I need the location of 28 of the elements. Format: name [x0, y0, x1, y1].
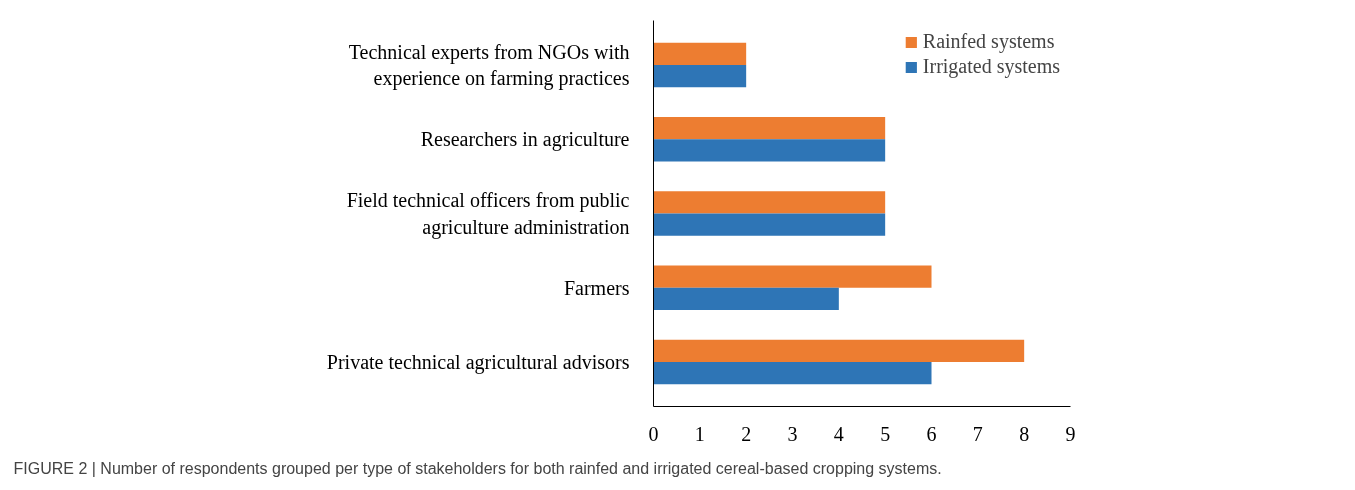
- bar: [653, 339, 1025, 362]
- legend-label: Rainfed systems: [922, 30, 1055, 53]
- x-tick-label: 9: [1065, 422, 1076, 445]
- x-tick-label: 0: [648, 422, 659, 445]
- bar: [653, 139, 886, 162]
- x-tick-label: 4: [833, 422, 844, 445]
- x-tick-label: 5: [880, 422, 891, 445]
- bar: [653, 361, 932, 385]
- x-tick-label: 6: [926, 422, 937, 445]
- bar: [653, 213, 886, 236]
- y-tick-label: Farmers: [563, 276, 630, 299]
- y-tick-label: Technical experts from NGOs with experience on farming practices: [348, 40, 630, 91]
- x-tick-label: 1: [694, 422, 705, 445]
- x-tick-label: 7: [972, 422, 983, 445]
- x-tick-label: 8: [1019, 422, 1030, 445]
- caption: FIGURE 2 | Number of respondents grouped per type of stakeholders for both rainfed and irrigated cereal-based cropping systems.: [13, 459, 942, 477]
- bar: [653, 65, 747, 88]
- bar: [653, 191, 886, 214]
- x-tick-label: 2: [741, 422, 752, 445]
- bar: [653, 265, 932, 288]
- y-tick-label: Private technical agricultural advisors: [326, 350, 630, 374]
- y-tick-label: Field technical officers from public agriculture administration: [346, 189, 630, 239]
- x-tick-label: 3: [787, 422, 798, 445]
- legend-label: Irrigated systems: [922, 55, 1060, 78]
- y-tick-label: Researchers in agriculture: [420, 128, 630, 152]
- bar: [653, 117, 886, 140]
- bar: [653, 42, 747, 66]
- bar: [653, 287, 839, 310]
